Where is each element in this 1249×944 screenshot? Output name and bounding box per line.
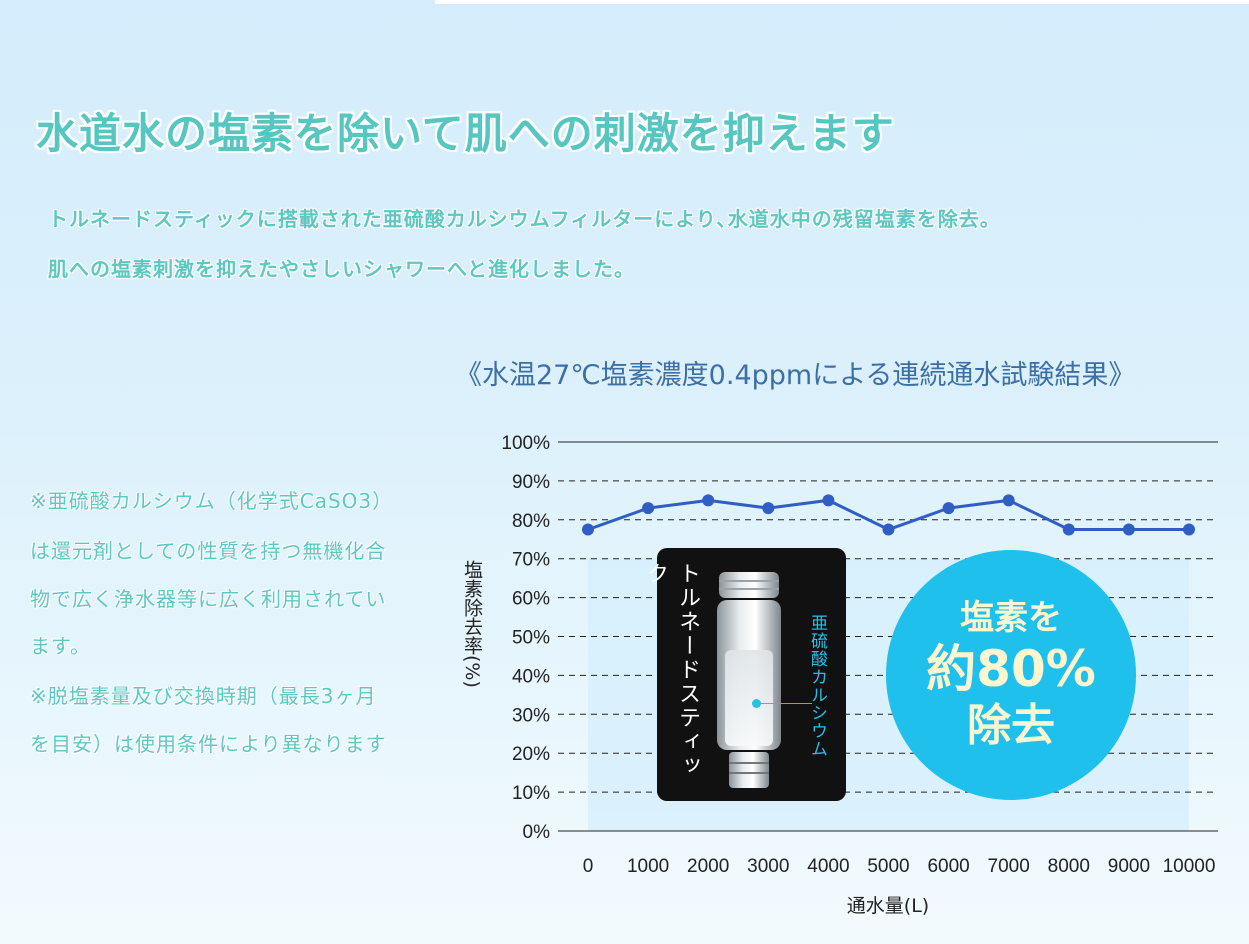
note-line-3: 物で広く浄水器等に広く利用されてい: [30, 587, 387, 611]
series-points: [582, 494, 1195, 536]
x-tick-label: 1000: [627, 856, 669, 877]
product-card: トルネードスティック 亜硫酸カルシウム: [643, 548, 846, 801]
top-accent-line: [435, 0, 1249, 4]
y-tick-label: 30%: [512, 705, 550, 726]
label-leader-dot: [752, 699, 761, 708]
y-tick-label: 10%: [512, 783, 550, 804]
y-axis-ticks: 0% 10% 20% 30% 40% 50% 60% 70% 80% 90% 100%: [501, 433, 550, 843]
lead-text-line-2: 肌への塩素刺激を抑えたやさしいシャワーへと進化しました。: [48, 257, 635, 281]
y-tick-label: 40%: [512, 666, 550, 687]
x-tick-label: 9000: [1108, 856, 1150, 877]
y-tick-label: 60%: [512, 589, 550, 610]
note-line-2: は還元剤としての性質を持つ無機化合: [30, 539, 387, 563]
badge-line-1: 塩素を: [960, 598, 1062, 638]
y-tick-label: 20%: [512, 744, 550, 765]
chart-title: 《水温27℃塩素濃度0.4ppmによる連続通水試験結果》: [455, 360, 1136, 391]
y-tick-label: 70%: [512, 550, 550, 571]
note-line-1: ※亜硫酸カルシウム（化学式CaSO3）: [30, 489, 394, 513]
x-axis-label: 通水量(L): [847, 895, 929, 917]
y-axis-label: 塩素除去率(%): [461, 560, 483, 688]
data-point: [642, 502, 655, 515]
y-tick-label: 100%: [501, 433, 550, 454]
x-tick-label: 6000: [927, 856, 969, 877]
data-point: [762, 502, 775, 515]
label-leader-line: [757, 703, 812, 704]
y-tick-label: 90%: [512, 472, 550, 493]
badge-line-3: 除去: [967, 700, 1055, 751]
x-axis-ticks: 0 1000 2000 3000 4000 5000 6000 7000 8000 9000 100…: [583, 856, 1216, 877]
x-tick-label: 0: [583, 856, 594, 877]
filter-cartridge-image: [717, 572, 781, 788]
data-point: [942, 502, 955, 515]
x-tick-label: 3000: [747, 856, 789, 877]
removal-badge: 塩素を 約80% 除去: [886, 550, 1136, 800]
badge-line-2: 約80%: [926, 640, 1096, 698]
page-headline: 水道水の塩素を除いて肌への刺激を抑えます: [36, 109, 895, 158]
data-point: [582, 523, 594, 536]
lead-text-line-1: トルネードスティックに搭載された亜硫酸カルシウムフィルターにより､水道水中の残留…: [48, 207, 1001, 231]
x-tick-label: 4000: [807, 856, 849, 877]
x-tick-label: 2000: [687, 856, 729, 877]
data-point: [702, 494, 715, 507]
data-point: [882, 523, 895, 536]
product-name: トルネードスティック: [643, 562, 700, 778]
y-tick-label: 50%: [512, 628, 550, 649]
data-point: [1002, 494, 1015, 507]
data-point: [1062, 523, 1075, 536]
y-tick-label: 0%: [523, 822, 551, 843]
x-tick-label: 10000: [1163, 856, 1216, 877]
x-tick-label: 8000: [1048, 856, 1090, 877]
data-point: [1122, 523, 1135, 536]
data-point: [1183, 523, 1195, 536]
y-tick-label: 80%: [512, 511, 550, 532]
note-line-4: ます。: [30, 634, 91, 658]
note-line-6: を目安）は使用条件により異なります: [30, 732, 387, 756]
filter-material-label: 亜硫酸カルシウム: [807, 614, 827, 758]
x-tick-label: 7000: [988, 856, 1030, 877]
data-point: [822, 494, 835, 507]
note-line-5: ※脱塩素量及び交換時期（最長3ヶ月: [30, 684, 377, 708]
x-tick-label: 5000: [867, 856, 909, 877]
